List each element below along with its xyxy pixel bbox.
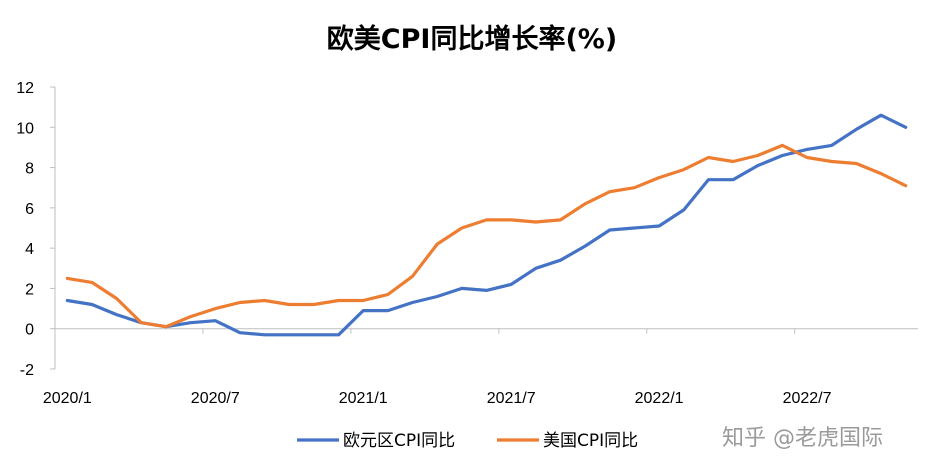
y-tick-label: 6 [25,201,34,218]
x-tick-label: 2020/1 [43,390,92,407]
x-tick-label: 2022/7 [783,390,832,407]
x-tick-label: 2022/1 [635,390,684,407]
x-tick-label: 2020/7 [191,390,240,407]
legend: 欧元区CPI同比 美国CPI同比 [297,431,638,451]
y-tick-label: 4 [25,241,34,258]
series-line-2 [65,143,908,329]
y-tick-label: 10 [16,120,34,137]
y-tick-label: 2 [25,281,34,298]
watermark-text: 知乎 @老虎国际 [722,426,883,451]
series-line-1 [65,113,908,337]
y-tick-label: 8 [25,161,34,178]
y-tick-label: 0 [25,322,34,339]
x-tick-label: 2021/1 [339,390,388,407]
plot-area [65,113,908,337]
x-tick-label: 2021/7 [487,390,536,407]
axes: -2 0 2 4 6 8 10 12 2020/1 2020/7 2021/1 2021/7 2022/… [16,80,918,407]
legend-label: 美国CPI同比 [543,431,638,451]
y-tick-label: 12 [16,80,34,97]
chart-title: 欧美CPI同比增长率(%) [327,23,617,55]
legend-label: 欧元区CPI同比 [343,431,455,451]
y-tick-label: -2 [20,362,34,379]
